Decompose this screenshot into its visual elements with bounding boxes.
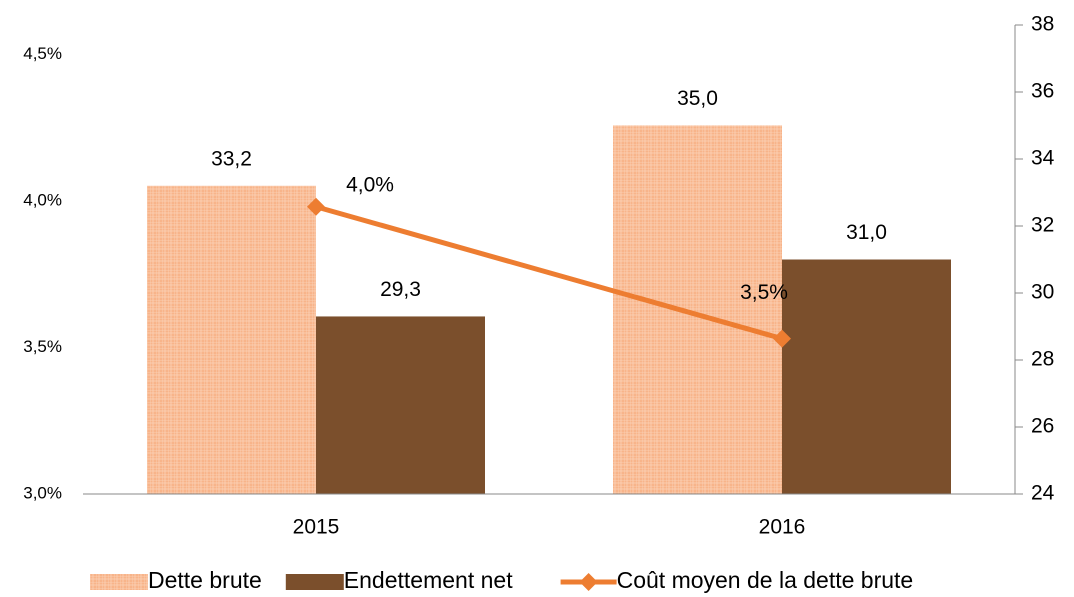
value-label: 33,2 xyxy=(211,147,252,170)
value-label: 4,0% xyxy=(346,173,394,196)
line-marker xyxy=(773,329,791,348)
x-tick-label: 2016 xyxy=(759,516,806,539)
value-label: 35,0 xyxy=(677,87,718,110)
x-tick-label: 2015 xyxy=(293,516,340,539)
y2-tick-label: 38 xyxy=(1031,13,1054,36)
y-tick-label: 4,0% xyxy=(23,190,62,209)
bar xyxy=(316,316,485,494)
y2-tick-label: 34 xyxy=(1031,147,1055,170)
legend-label: Coût moyen de la dette brute xyxy=(617,567,914,593)
value-label: 29,3 xyxy=(380,278,421,301)
y2-tick-label: 28 xyxy=(1031,348,1054,371)
value-label: 3,5% xyxy=(740,281,788,304)
line-marker xyxy=(307,197,325,216)
legend-swatch xyxy=(579,573,598,591)
value-label: 31,0 xyxy=(846,221,887,244)
legend-swatch xyxy=(285,574,344,590)
y-tick-label: 4,5% xyxy=(23,44,62,63)
bar xyxy=(613,125,782,494)
y2-tick-label: 26 xyxy=(1031,415,1054,438)
bar xyxy=(147,185,316,495)
y-tick-label: 3,0% xyxy=(23,483,62,502)
y2-tick-label: 32 xyxy=(1031,214,1054,237)
y2-tick-label: 30 xyxy=(1031,281,1054,304)
legend-label: Endettement net xyxy=(344,567,513,593)
y2-tick-label: 24 xyxy=(1031,482,1055,505)
legend-label: Dette brute xyxy=(148,567,262,593)
legend-swatch xyxy=(90,574,148,590)
y-tick-label: 3,5% xyxy=(23,337,62,356)
line xyxy=(315,204,783,342)
bar xyxy=(782,259,951,494)
y2-tick-label: 36 xyxy=(1031,80,1054,103)
